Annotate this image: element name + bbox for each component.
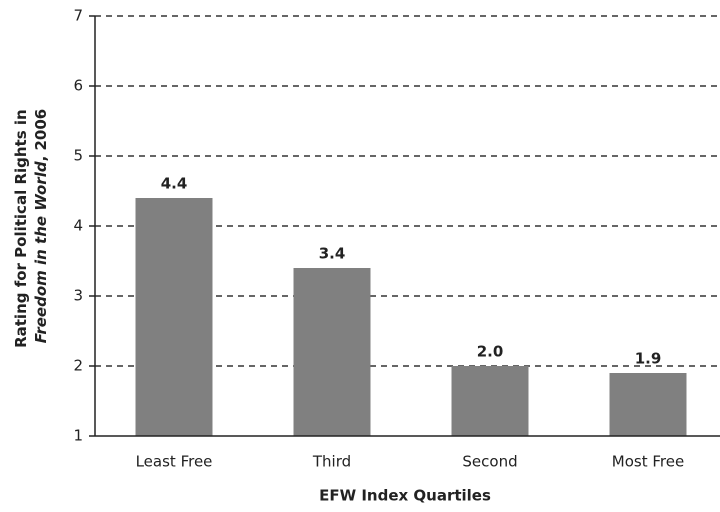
bar [293,268,371,436]
bar [135,198,213,436]
y-tick-label: 7 [73,7,83,25]
y-axis-label-line: Rating for Political Rights in [12,109,30,348]
x-tick-label: Second [462,453,517,471]
y-tick-label: 1 [73,427,83,445]
y-tick-label: 4 [73,217,83,235]
y-tick-label: 2 [73,357,83,375]
y-tick-label: 3 [73,287,83,305]
x-tick-label: Most Free [612,453,684,471]
x-tick-label: Third [312,453,351,471]
data-label: 4.4 [161,175,188,193]
x-tick-label: Least Free [136,453,213,471]
data-label: 1.9 [635,350,662,368]
y-axis-label-italic: Freedom in the World [32,161,50,343]
data-label: 3.4 [319,245,346,263]
y-tick-label: 5 [73,147,83,165]
bar [451,366,529,436]
bar [609,373,687,436]
y-tick-label: 6 [73,77,83,95]
y-axis-label: Rating for Political Rights in Freedom i… [12,104,50,348]
y-axis-label-year: , 2006 [32,109,50,162]
data-label: 2.0 [477,343,504,361]
x-axis-label: EFW Index Quartiles [319,487,491,505]
